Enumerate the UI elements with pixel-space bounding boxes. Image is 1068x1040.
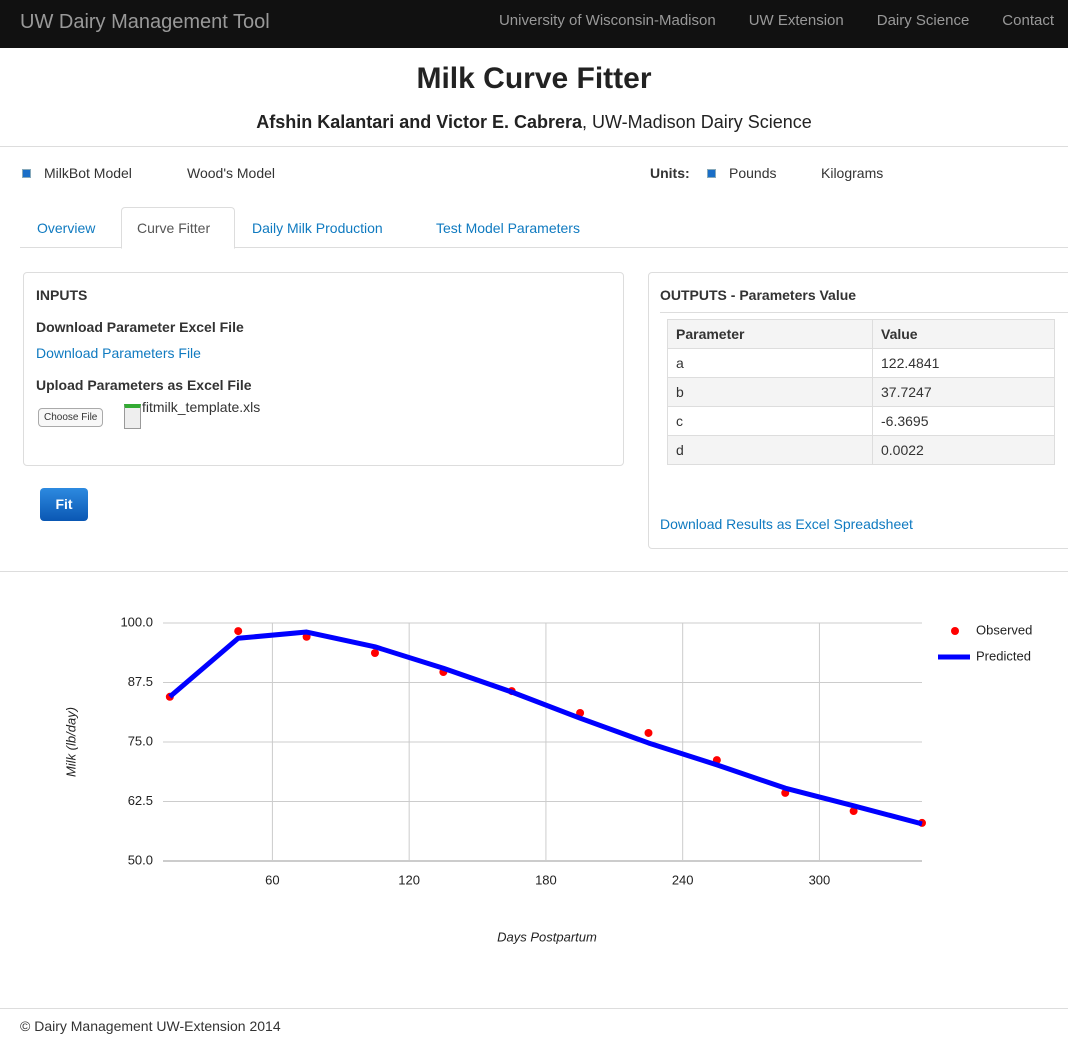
nav-link[interactable]: Contact xyxy=(1002,12,1054,29)
y-tick-label: 62.5 xyxy=(128,793,153,808)
subtitle: Afshin Kalantari and Victor E. Cabrera, … xyxy=(0,112,1068,133)
x-tick-label: 60 xyxy=(265,872,279,887)
panel-heading: INPUTS xyxy=(36,287,88,303)
tab[interactable]: Test Model Parameters xyxy=(436,220,580,236)
download-link[interactable]: Download Parameters File xyxy=(36,345,201,361)
radio-label[interactable]: Kilograms xyxy=(821,165,884,181)
footer: © Dairy Management UW-Extension 2014 xyxy=(20,1018,281,1034)
x-tick-label: 180 xyxy=(535,872,557,887)
observed-point xyxy=(644,728,653,737)
cell: 37.7247 xyxy=(872,377,1055,407)
file-name: fitmilk_template.xls xyxy=(142,399,261,415)
observed-point xyxy=(234,627,243,636)
legend-label: Observed xyxy=(976,622,1032,637)
page-title: Milk Curve Fitter xyxy=(416,62,652,95)
cell: c xyxy=(667,406,873,436)
x-axis-title: Days Postpartum xyxy=(497,929,597,944)
cell: a xyxy=(667,348,873,378)
affiliation: , UW-Madison Dairy Science xyxy=(582,112,812,132)
divider xyxy=(660,312,1068,313)
section-heading: Download Parameter Excel File xyxy=(36,319,244,335)
y-axis-title: Milk (lb/day) xyxy=(63,707,78,777)
outputs-panel: OUTPUTS - Parameters Value Parameter Valu… xyxy=(648,272,1068,549)
x-tick-label: 240 xyxy=(672,872,694,887)
column-header: Parameter xyxy=(667,319,873,349)
y-tick-label: 50.0 xyxy=(128,852,153,867)
choose-file-button[interactable]: Choose File xyxy=(38,408,104,427)
tab[interactable]: Overview xyxy=(37,220,96,236)
predicted-line xyxy=(168,629,923,827)
tab-line xyxy=(20,247,1068,248)
column-header: Value xyxy=(872,319,1055,349)
download-link[interactable]: Download Results as Excel Spreadsheet xyxy=(660,516,913,532)
inputs-panel: INPUTS Download Parameter Excel File Dow… xyxy=(23,272,624,466)
cell: 122.4841 xyxy=(872,348,1055,378)
radio-label[interactable]: Wood's Model xyxy=(187,165,276,181)
cell: d xyxy=(667,435,873,465)
radio-label[interactable]: Pounds xyxy=(729,165,777,181)
nav-link[interactable]: University of Wisconsin-Madison xyxy=(498,12,716,29)
section-heading: Upload Parameters as Excel File xyxy=(36,377,252,393)
brand[interactable]: UW Dairy Management Tool xyxy=(20,11,270,33)
parameters-table: Parameter Value a 122.4841 b 37.7247 c -6.36… xyxy=(667,319,1055,465)
panel-heading: OUTPUTS - Parameters Value xyxy=(660,287,857,303)
radio-selected[interactable] xyxy=(22,169,31,178)
observed-point xyxy=(370,648,379,657)
y-tick-label: 87.5 xyxy=(128,674,153,689)
tab[interactable]: Daily Milk Production xyxy=(252,220,383,236)
chart: Days Postpartum Milk (lb/day) 50.0 62.5 75… xyxy=(63,614,1032,944)
cell: 0.0022 xyxy=(872,435,1055,465)
observed-point xyxy=(849,807,858,816)
radio-label[interactable]: MilkBot Model xyxy=(44,165,132,181)
fit-button[interactable]: Fit xyxy=(40,488,88,521)
divider xyxy=(0,146,1068,147)
cell: -6.3695 xyxy=(872,406,1055,436)
nav-links: University of Wisconsin-Madison UW Exten… xyxy=(499,12,1054,29)
cell: b xyxy=(667,377,873,407)
units-label: Units: xyxy=(650,165,690,181)
tab-label: Curve Fitter xyxy=(137,220,211,236)
legend-marker xyxy=(951,627,959,635)
navbar: UW Dairy Management Tool University of W… xyxy=(0,0,1068,48)
radio-selected[interactable] xyxy=(707,169,716,178)
divider xyxy=(0,1008,1068,1009)
x-tick-label: 120 xyxy=(398,872,420,887)
y-tick-label: 100.0 xyxy=(120,614,153,629)
nav-link[interactable]: UW Extension xyxy=(748,12,844,29)
x-tick-label: 300 xyxy=(809,872,831,887)
tab-active[interactable]: Curve Fitter xyxy=(121,207,235,249)
legend-label: Predicted xyxy=(976,648,1031,663)
divider xyxy=(0,571,1068,572)
authors: Afshin Kalantari and Victor E. Cabrera xyxy=(256,112,582,132)
nav-link[interactable]: Dairy Science xyxy=(876,12,970,29)
y-tick-label: 75.0 xyxy=(128,733,153,748)
file-icon xyxy=(124,404,141,429)
